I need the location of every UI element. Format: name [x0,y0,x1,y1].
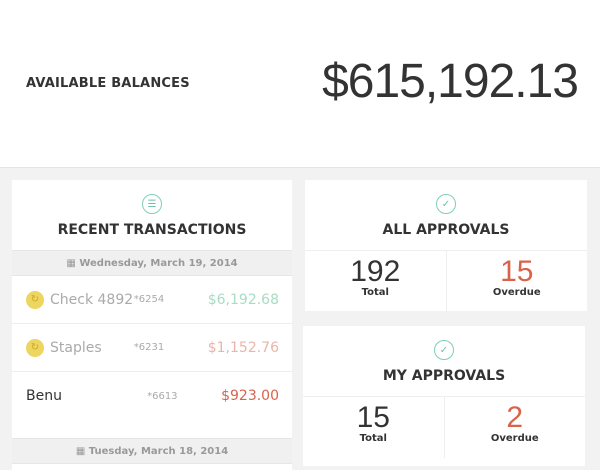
recent-transactions-card: ☰ RECENT TRANSACTIONS ▦ Wednesday, March… [12,180,292,470]
transaction-name: Staples [50,339,102,356]
total-stat[interactable]: 15 Total [303,397,444,458]
overdue-stat[interactable]: 15 Overdue [445,251,588,312]
transaction-amount: $6,192.68 [207,291,279,308]
card-title: MY APPROVALS [382,368,506,384]
overdue-value: 15 [500,255,534,288]
all-approvals-card[interactable]: ✓ ALL APPROVALS 192 Total 15 Overdue [305,180,588,312]
card-title: RECENT TRANSACTIONS [57,222,247,238]
overdue-label: Overdue [490,433,539,444]
total-label: Total [359,433,387,444]
total-value: 15 [356,401,390,434]
overdue-value: 2 [506,401,524,434]
overdue-stat[interactable]: 2 Overdue [443,397,586,458]
total-label: Total [361,287,389,298]
transaction-account: *6254 [133,294,165,305]
check-circle-icon: ✓ [434,340,454,360]
pending-icon: ↻ [26,290,44,309]
overdue-label: Overdue [492,287,541,298]
list-icon: ☰ [142,194,162,214]
transaction-amount: $923.00 [221,388,279,404]
transaction-name: Check 4892 [50,291,134,308]
transaction-row[interactable]: ↻ Staples *6231 $1,152.76 [12,324,292,372]
balance-label: AVAILABLE BALANCES [26,76,190,91]
transaction-amount: $1,152.76 [207,339,279,356]
check-circle-icon: ✓ [436,194,456,214]
transaction-row[interactable]: ↻ Check 4892 *6254 $6,192.68 [12,276,292,324]
pending-icon: ↻ [26,338,44,357]
date-header: ▦ Tuesday, March 18, 2014 [12,438,292,464]
total-stat[interactable]: 192 Total [305,251,446,312]
transaction-account: *6613 [147,390,178,402]
transaction-row[interactable]: Benu *6613 $923.00 [12,372,292,438]
card-title: ALL APPROVALS [382,222,510,238]
balance-header: AVAILABLE BALANCES $615,192.13 [0,0,600,168]
balance-amount: $615,192.13 [322,55,579,108]
transaction-account: *6231 [133,342,165,353]
date-header: ▦ Wednesday, March 19, 2014 [12,250,292,276]
total-value: 192 [350,255,401,288]
transaction-name: Benu [26,388,62,404]
my-approvals-card[interactable]: ✓ MY APPROVALS 15 Total 2 Overdue [303,326,585,466]
